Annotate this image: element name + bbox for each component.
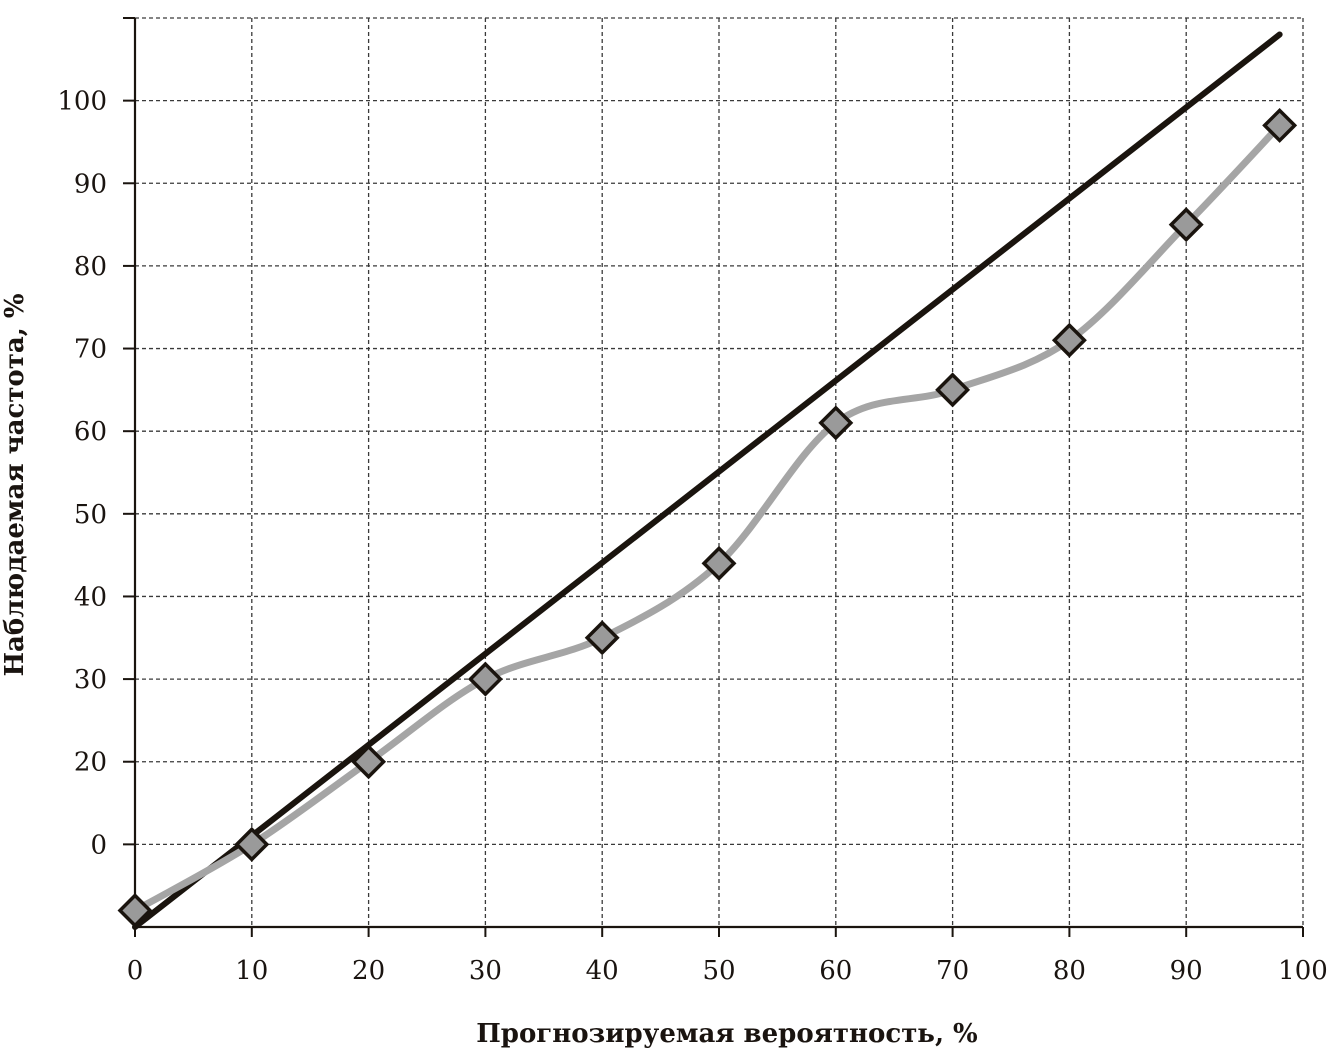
data-point [935,372,971,408]
axes [123,17,1304,937]
x-tick-label: 20 [352,956,385,986]
data-point [234,826,270,862]
x-tick-label: 60 [819,956,852,986]
x-tick-label: 10 [235,956,268,986]
x-tick-label: 70 [936,956,969,986]
data-point [1168,207,1204,243]
y-tick-label: 60 [74,417,107,447]
y-axis-title: Наблюдаемая частота, % [0,293,30,676]
data-point [1051,322,1087,358]
reference-line [132,31,1283,930]
x-tick-label: 90 [1170,956,1203,986]
data-point [117,892,153,928]
y-tick-label: 70 [74,335,107,365]
data-point [1262,107,1298,143]
x-tick-label: 0 [127,956,144,986]
x-tick-label: 40 [586,956,619,986]
y-tick-label: 80 [74,252,107,282]
y-tick-label: 40 [74,582,107,612]
y-tick-label: 20 [74,748,107,778]
data-point [584,620,620,656]
data-point [467,661,503,697]
y-tick-label: 0 [90,830,107,860]
data-point [818,405,854,441]
x-axis-title: Прогнозируемая вероятность, % [476,1019,978,1049]
x-tick-label: 50 [702,956,735,986]
y-tick-label: 30 [74,665,107,695]
y-tick-label: 100 [57,87,107,117]
tick-labels: 0 10 20 30 40 50 60 70 80 90 100 0 20 30 40 50 60 70 80 90 1… [57,87,1327,986]
grid [135,17,1304,927]
data-point [701,545,737,581]
x-tick-label: 30 [469,956,502,986]
y-tick-label: 90 [74,169,107,199]
data-point [351,744,387,780]
x-tick-label: 80 [1053,956,1086,986]
series [117,31,1298,930]
x-tick-label: 100 [1278,956,1327,986]
y-tick-label: 50 [74,500,107,530]
